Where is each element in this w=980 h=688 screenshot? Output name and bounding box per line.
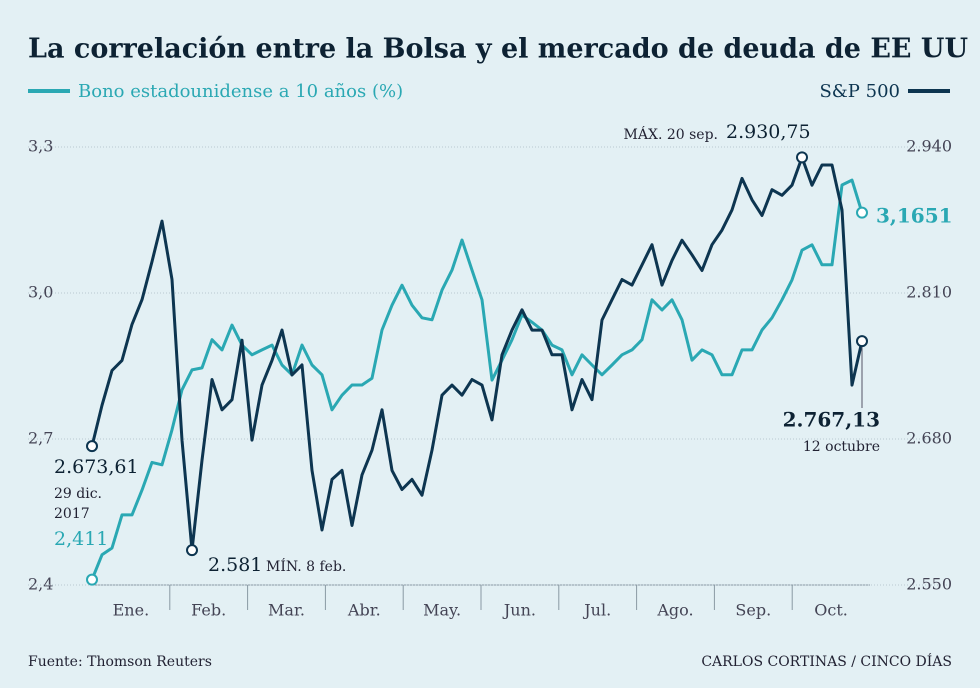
annotation: 2.930,75 [726,121,811,143]
x-tick-label: Sep. [735,601,771,620]
annotation: MÍN. 8 feb. [266,557,346,575]
annotation: 2.673,61 [54,456,139,478]
y-tick-label: 3,0 [28,283,53,302]
annotation: 3,1651 [876,204,953,228]
credit: CARLOS CORTINAS / CINCO DÍAS [701,652,952,670]
y-tick-label: 3,3 [28,137,53,156]
annotation: 29 dic. [54,486,102,502]
x-tick-label: Oct. [814,601,848,620]
x-tick-label: Ago. [656,601,693,620]
point-marker [186,544,198,557]
x-tick-label: Jun. [502,601,536,620]
x-tick-label: Jul. [582,601,611,620]
annotation: 2,411 [54,528,108,550]
line [90,155,864,552]
point-marker [796,151,808,164]
line [90,178,864,581]
annotation: 12 octubre [803,439,880,455]
annotation: MÁX. 20 sep. [624,125,718,143]
x-tick-label: Feb. [191,601,226,620]
y2-tick-label: 2.810 [906,283,952,302]
annotation: 2.767,13 [783,408,880,432]
annotation: 2.581 [208,554,262,576]
y-tick-label: 2,4 [28,575,53,594]
y-tick-label: 2,7 [28,429,53,448]
x-tick-label: Abr. [347,601,381,620]
x-tick-label: Mar. [268,601,305,620]
chart-title: La correlación entre la Bolsa y el merca… [28,34,968,65]
source: Fuente: Thomson Reuters [28,654,212,670]
y2-tick-label: 2.680 [906,429,952,448]
point-marker [86,573,98,586]
x-tick-label: May. [423,601,461,620]
legend-label: S&P 500 [819,81,900,102]
y2-tick-label: 2.550 [906,575,952,594]
legend-label: Bono estadounidense a 10 años (%) [78,81,403,102]
point-marker [856,206,868,219]
point-marker [86,440,98,453]
x-tick-label: Ene. [113,601,150,620]
point-marker [856,335,868,348]
annotation: 2017 [54,506,90,522]
y2-tick-label: 2.940 [906,137,952,156]
